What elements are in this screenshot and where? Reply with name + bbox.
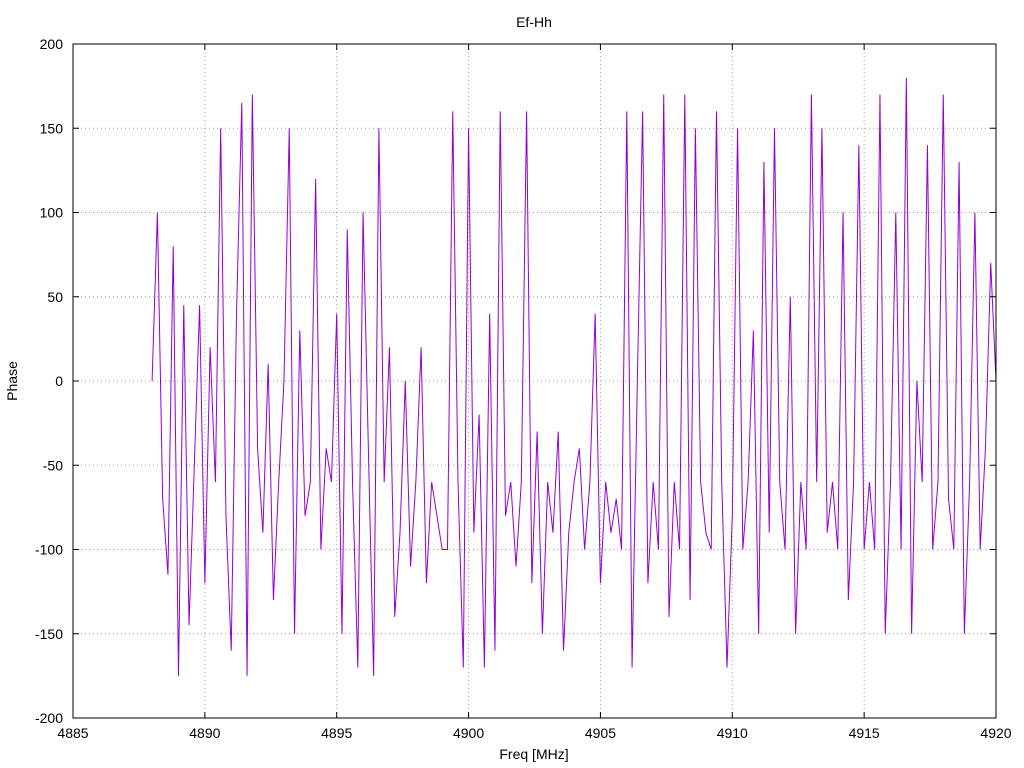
grid-lines [73, 44, 996, 718]
x-tick-label: 4900 [453, 725, 484, 741]
chart-title: Ef-Hh [516, 14, 552, 30]
y-tick-label: 150 [40, 120, 64, 136]
y-tick-label: -100 [35, 542, 63, 558]
y-tick-label: -50 [43, 457, 63, 473]
x-tick-label: 4920 [980, 725, 1011, 741]
y-tick-label: -200 [35, 710, 63, 726]
x-tick-labels: 4885 4890 4895 4900 4905 4910 4915 4920 [57, 725, 1011, 741]
series-layer [151, 77, 997, 676]
y-tick-label: 0 [55, 373, 63, 389]
y-tick-label: 200 [40, 36, 64, 52]
y-tick-label: -150 [35, 626, 63, 642]
y-tick-label: 50 [47, 289, 63, 305]
x-tick-label: 4885 [57, 725, 88, 741]
x-tick-label: 4895 [321, 725, 352, 741]
x-tick-label: 4915 [849, 725, 880, 741]
x-tick-label: 4905 [585, 725, 616, 741]
y-tick-label: 100 [40, 205, 64, 221]
x-tick-label: 4910 [717, 725, 748, 741]
y-axis-label: Phase [4, 361, 20, 401]
series-line [151, 77, 997, 676]
axis-ticks [72, 43, 997, 719]
x-tick-label: 4890 [189, 725, 220, 741]
y-tick-labels: -200 -150 -100 -50 0 50 100 150 200 [35, 36, 63, 726]
x-axis-label: Freq [MHz] [499, 746, 568, 762]
